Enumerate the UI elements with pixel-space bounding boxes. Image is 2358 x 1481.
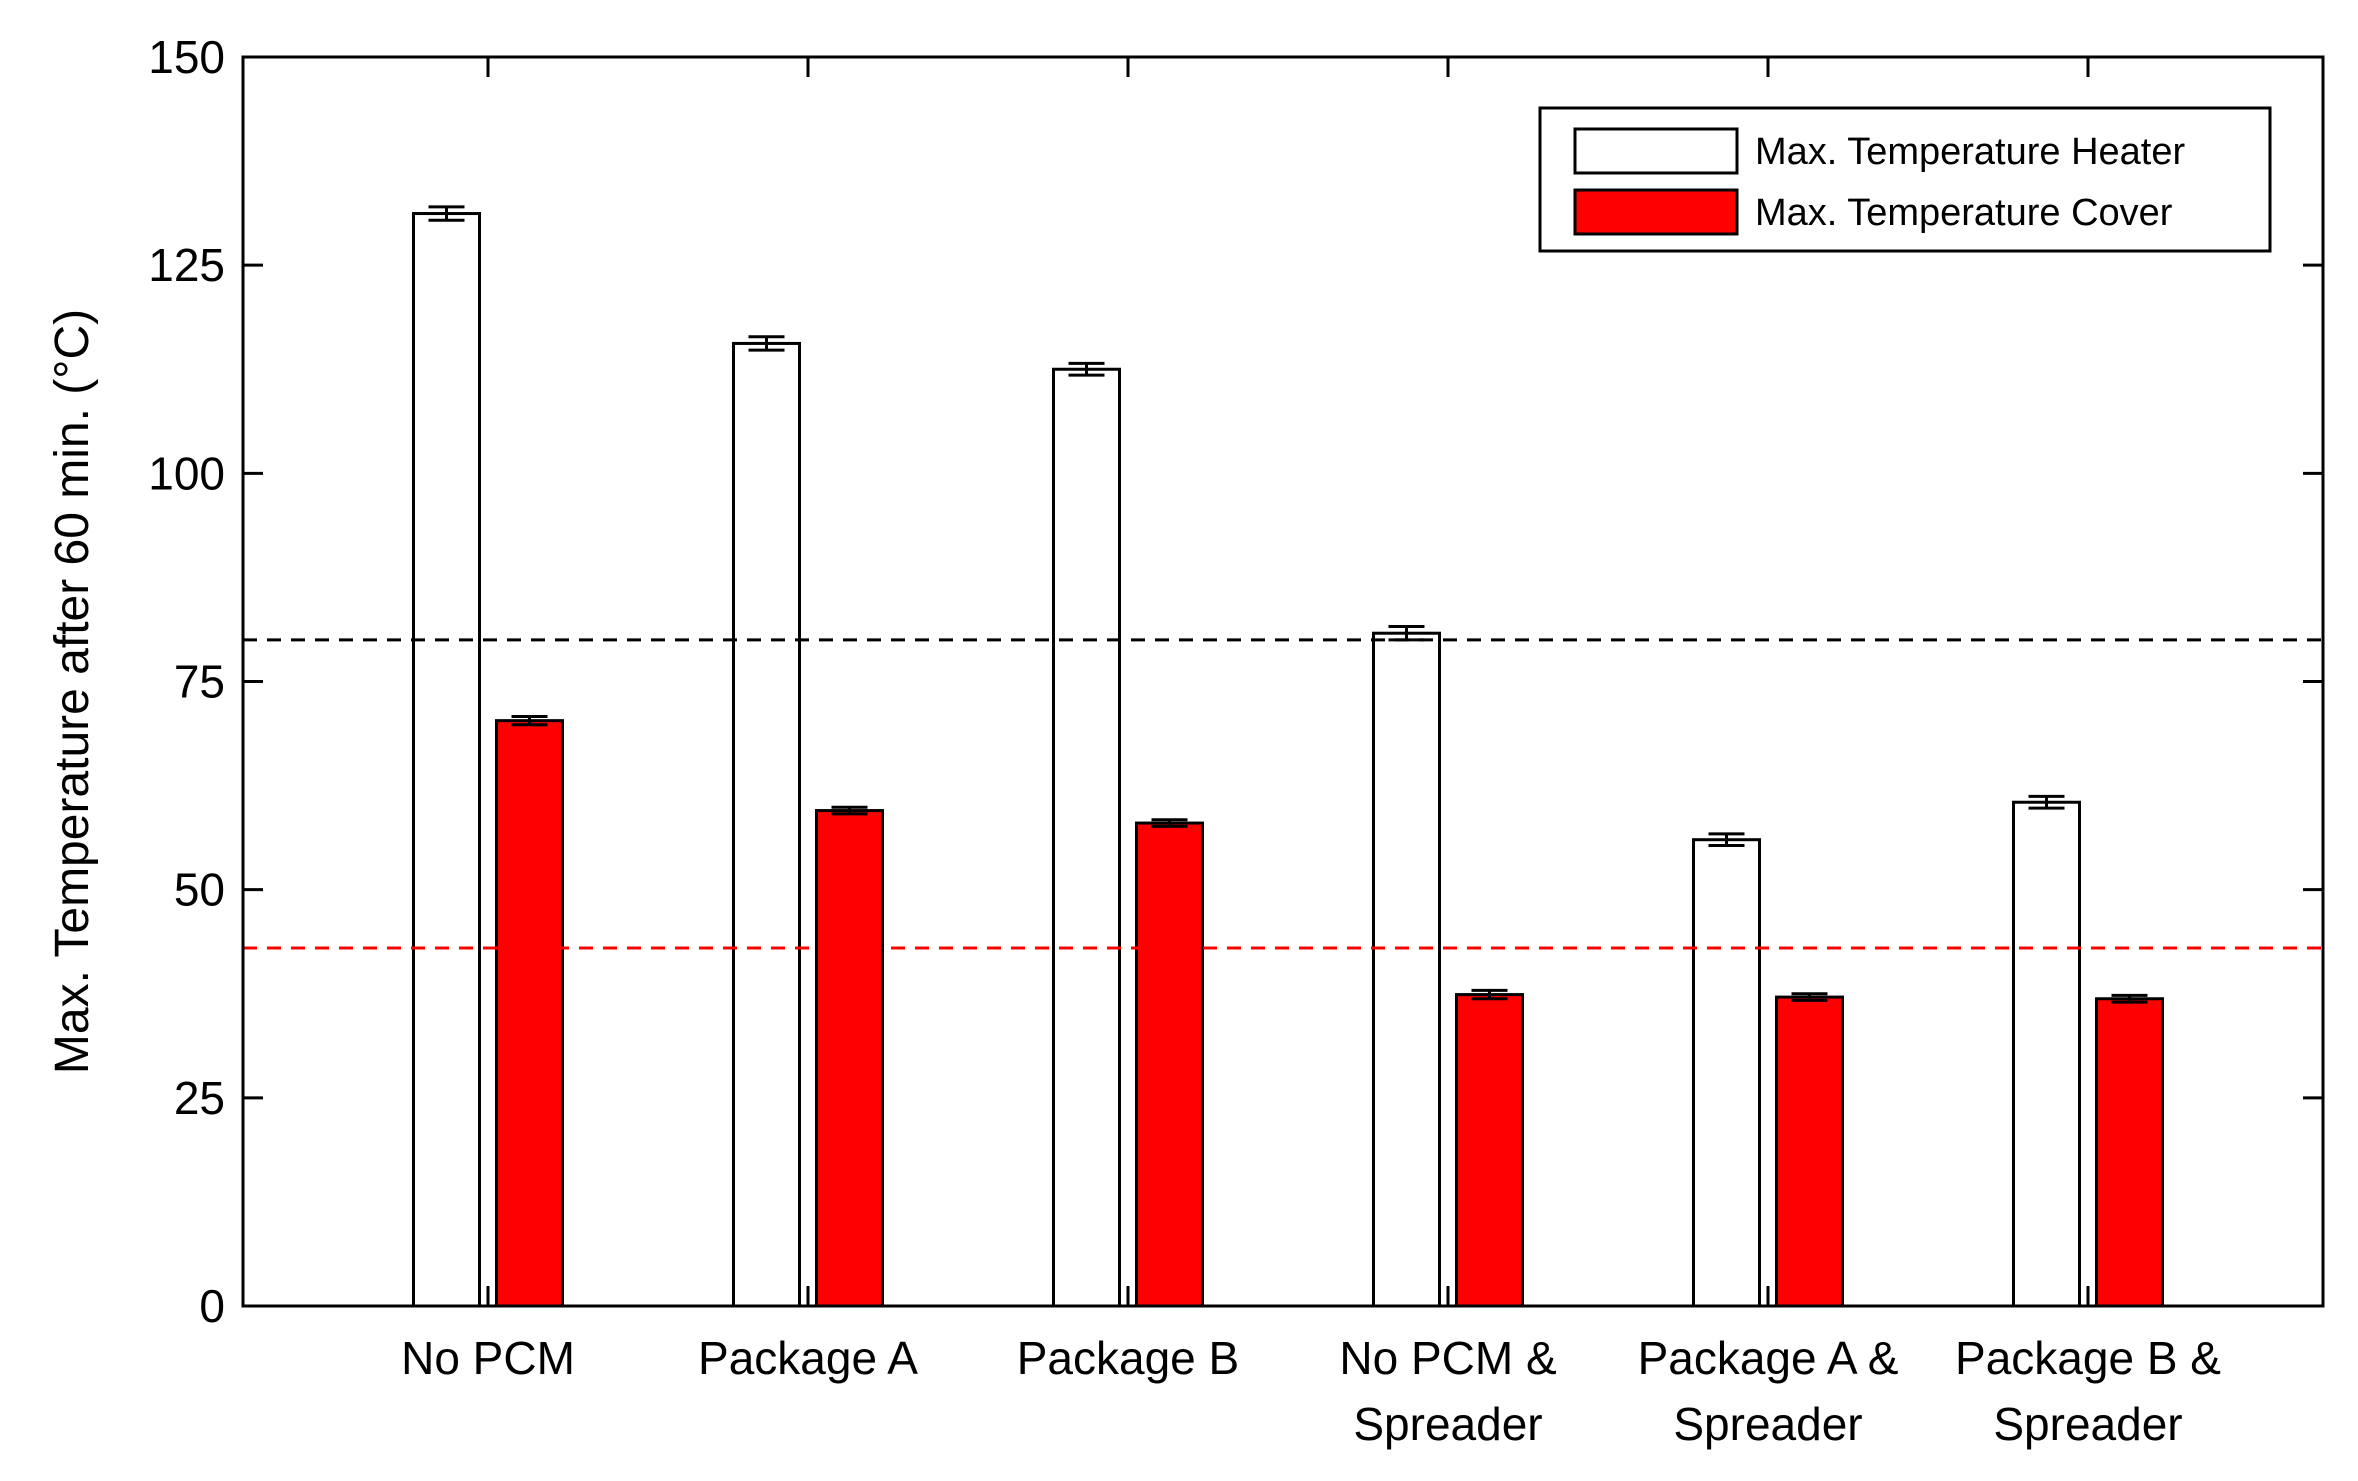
y-tick-label: 0 — [199, 1280, 225, 1332]
x-category-label: Spreader — [1353, 1398, 1542, 1450]
bar-cover-2 — [1135, 821, 1204, 1308]
y-tick-label: 25 — [174, 1072, 225, 1124]
x-category-label: No PCM — [401, 1332, 575, 1384]
bar-cover-5 — [2095, 997, 2164, 1308]
x-category-label: Spreader — [1993, 1398, 2182, 1450]
plot-area — [243, 57, 2323, 1306]
x-category-label: Spreader — [1673, 1398, 1862, 1450]
bar-heater-1 — [732, 341, 801, 1308]
y-tick-label: 100 — [148, 447, 225, 499]
x-category-label: Package A — [698, 1332, 918, 1384]
legend-label-heater: Max. Temperature Heater — [1755, 131, 2185, 173]
y-tick-label: 125 — [148, 239, 225, 291]
bar-heater-3 — [1372, 631, 1441, 1308]
y-tick-label: 150 — [148, 31, 225, 83]
x-category-label: Package B & — [1955, 1332, 2221, 1384]
x-category-label: Package A & — [1638, 1332, 1899, 1384]
bar-heater-2 — [1052, 367, 1121, 1308]
x-category-label: Package B — [1017, 1332, 1239, 1384]
legend-label-cover: Max. Temperature Cover — [1755, 192, 2173, 234]
bar-cover-3 — [1455, 993, 1524, 1308]
legend-swatch-cover — [1573, 188, 1739, 236]
bar-heater-0 — [412, 212, 481, 1308]
legend-swatch-heater — [1573, 127, 1739, 175]
bar-heater-5 — [2012, 800, 2081, 1308]
bar-heater-4 — [1692, 838, 1761, 1308]
bar-cover-1 — [815, 809, 884, 1308]
bar-cover-4 — [1775, 995, 1844, 1308]
x-category-label: No PCM & — [1339, 1332, 1556, 1384]
y-tick-label: 50 — [174, 864, 225, 916]
bar-cover-0 — [495, 719, 564, 1308]
y-tick-label: 75 — [174, 656, 225, 708]
y-axis-title: Max. Temperature after 60 min. (°C) — [46, 309, 99, 1074]
